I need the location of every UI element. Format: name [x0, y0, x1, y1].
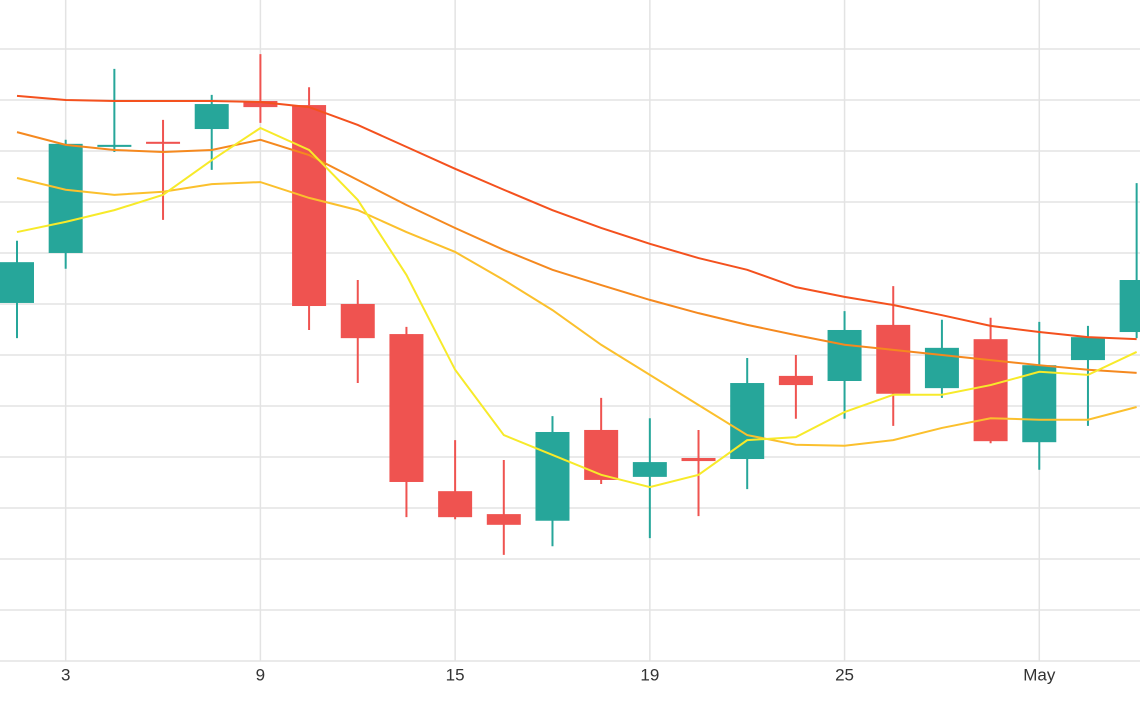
candle-body	[632, 462, 667, 477]
candle-body	[827, 329, 862, 381]
candle-body	[146, 141, 181, 144]
candle-body	[876, 324, 911, 394]
candle-body	[97, 144, 132, 147]
candle-body	[243, 100, 278, 108]
candle-body	[438, 491, 473, 518]
x-tick-label: 25	[835, 665, 854, 684]
candle-body	[1119, 280, 1140, 333]
x-tick-label: 9	[256, 665, 265, 684]
candle-body	[535, 431, 570, 521]
candle-body	[730, 383, 765, 460]
candle-body	[1022, 365, 1057, 443]
candle-body	[486, 514, 521, 525]
candle-body	[292, 105, 327, 307]
candle-body	[340, 303, 375, 339]
moving-average-line	[16, 131, 1137, 374]
candle-body	[681, 458, 716, 462]
candle-body	[973, 339, 1008, 442]
candle-body	[194, 104, 229, 130]
candle-body	[778, 375, 813, 386]
candle-body	[1070, 337, 1105, 361]
x-tick-label: 15	[446, 665, 465, 684]
moving-average-line	[16, 94, 1137, 341]
x-tick-label: 19	[640, 665, 659, 684]
candle-body	[389, 334, 424, 482]
candle-body	[0, 262, 34, 303]
x-tick-label: 3	[61, 665, 70, 684]
moving-average-line	[16, 177, 1137, 447]
x-tick-label: May	[1023, 665, 1056, 684]
candle-body	[584, 429, 619, 480]
candle-body	[48, 143, 83, 253]
moving-average-line	[16, 126, 1138, 489]
